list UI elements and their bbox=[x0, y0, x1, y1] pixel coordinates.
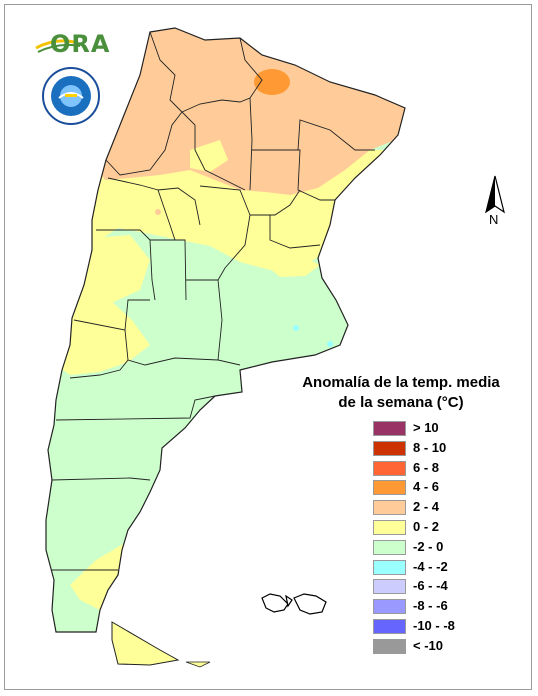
argentina-outline bbox=[45, 27, 406, 633]
legend-swatch bbox=[373, 638, 406, 654]
ora-logo-text: ORA bbox=[50, 30, 111, 58]
north-label: N bbox=[489, 212, 499, 227]
legend-swatch bbox=[373, 480, 406, 496]
legend-label: > 10 bbox=[413, 420, 439, 435]
legend-title-line2: de la semana (°C) bbox=[338, 394, 464, 411]
legend-swatch bbox=[373, 599, 406, 615]
legend-swatch bbox=[373, 421, 406, 436]
legend-swatch bbox=[373, 618, 406, 634]
legend-swatch bbox=[373, 559, 406, 575]
legend-label: < -10 bbox=[413, 637, 443, 653]
legend-label: 4 - 6 bbox=[413, 479, 440, 495]
province-boundaries bbox=[51, 31, 375, 571]
legend-label: -8 - -6 bbox=[413, 598, 448, 614]
legend-label: 0 - 2 bbox=[413, 518, 440, 534]
isla-de-los-estados bbox=[185, 661, 211, 668]
smn-seal-icon bbox=[42, 67, 100, 125]
ora-logo bbox=[35, 39, 81, 53]
legend-swatch bbox=[373, 440, 406, 456]
legend-title: Anomalía de la temp. media de la semana … bbox=[296, 373, 506, 413]
legend-title-line1: Anomalía de la temp. media bbox=[302, 374, 500, 391]
tierra-del-fuego bbox=[111, 621, 180, 666]
legend-label: -4 - -2 bbox=[413, 558, 448, 574]
legend-label: -10 - -8 bbox=[413, 617, 455, 633]
islas-malvinas bbox=[261, 593, 327, 615]
legend-label: -2 - 0 bbox=[413, 538, 444, 554]
legend-swatch bbox=[373, 579, 406, 595]
legend-swatch bbox=[373, 519, 406, 535]
legend-label: 2 - 4 bbox=[413, 499, 440, 515]
legend-label: -6 - -4 bbox=[413, 578, 448, 594]
legend-label: 8 - 10 bbox=[413, 439, 447, 455]
legend-swatch bbox=[373, 539, 406, 555]
legend-swatch bbox=[373, 500, 406, 516]
legend-swatch bbox=[373, 460, 406, 476]
legend-label: 6 - 8 bbox=[413, 459, 440, 475]
north-arrow-icon bbox=[485, 175, 505, 214]
